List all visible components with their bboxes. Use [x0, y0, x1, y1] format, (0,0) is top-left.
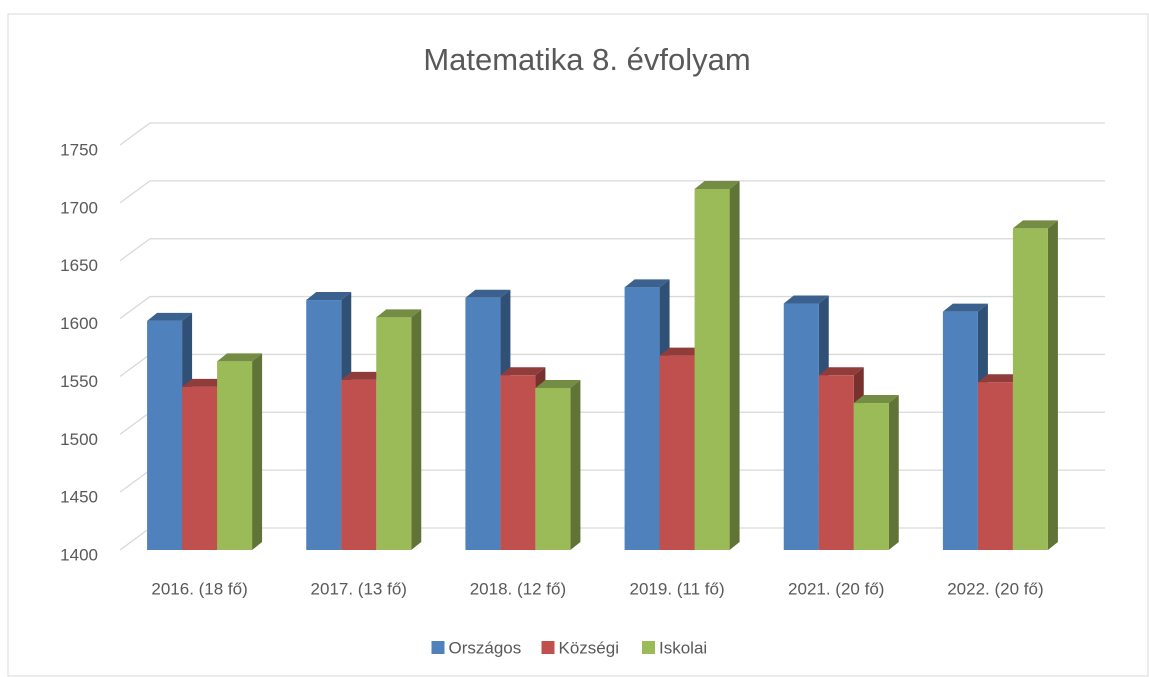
bar-front — [659, 355, 695, 550]
bar-front — [182, 386, 218, 550]
bar-top — [783, 295, 829, 304]
bar — [217, 353, 263, 550]
bar-side — [729, 180, 740, 550]
bar-top — [694, 180, 740, 189]
bar-top — [853, 395, 899, 404]
bar-top — [624, 279, 670, 288]
bar-top — [465, 289, 511, 298]
legend-label: Iskolai — [659, 638, 707, 657]
bar-top — [341, 371, 387, 380]
bar — [376, 309, 422, 550]
y-tick-label: 1550 — [60, 372, 98, 391]
bar-side — [1047, 220, 1058, 551]
bar-front — [783, 303, 819, 550]
y-tick-label: 1600 — [60, 314, 98, 333]
bar-side — [252, 353, 263, 550]
bar-top — [942, 303, 988, 312]
bar-top — [306, 292, 352, 301]
y-tick-label: 1450 — [60, 488, 98, 507]
grid-line — [119, 238, 1105, 262]
chart-title: Matematika 8. évfolyam — [423, 42, 750, 77]
y-tick-label: 1500 — [60, 430, 98, 449]
grid-line — [119, 122, 1105, 146]
legend-swatch — [431, 641, 445, 654]
y-tick-label: 1400 — [60, 545, 98, 564]
bar-top — [182, 378, 228, 387]
y-tick-label: 1700 — [60, 198, 98, 217]
bar — [694, 180, 740, 550]
x-tick-label: 2016. (18 fő) — [151, 579, 247, 598]
bar-top — [147, 312, 193, 321]
legend-swatch — [642, 641, 655, 654]
bar-top — [500, 367, 546, 376]
bar-front — [1012, 228, 1048, 551]
bar-front — [818, 375, 854, 550]
bar-front — [147, 320, 183, 550]
bar-side — [888, 395, 899, 550]
bar-top — [376, 309, 422, 318]
bar-front — [217, 361, 253, 550]
grid-line — [119, 295, 1105, 320]
bar-top — [217, 353, 263, 362]
bar-front — [977, 382, 1013, 550]
bar-front — [376, 317, 412, 550]
bar — [535, 380, 581, 550]
x-tick-label: 2022. (20 fő) — [947, 579, 1043, 598]
bar-top — [818, 367, 864, 376]
bar-front — [535, 388, 571, 550]
bar — [1012, 220, 1058, 551]
x-tick-label: 2017. (13 fő) — [311, 579, 407, 598]
bar-side — [411, 309, 422, 550]
bar-front — [624, 287, 660, 550]
bar-side — [570, 380, 581, 550]
legend-swatch — [541, 641, 555, 654]
bar-top — [1012, 220, 1058, 229]
bar-front — [341, 379, 377, 550]
x-tick-label: 2021. (20 fő) — [788, 579, 884, 598]
bar-front — [465, 297, 501, 550]
bar-top — [535, 380, 581, 388]
legend-label: Községi — [559, 638, 619, 657]
legend-label: Országos — [449, 638, 522, 657]
bar — [853, 395, 899, 550]
x-tick-label: 2019. (11 fő) — [630, 579, 725, 598]
bar-top — [659, 347, 705, 356]
bar-front — [694, 188, 730, 550]
y-tick-label: 1650 — [60, 256, 98, 275]
bar-front — [306, 300, 342, 550]
bar-front — [942, 311, 978, 550]
x-tick-label: 2018. (12 fő) — [470, 579, 566, 598]
y-tick-label: 1750 — [60, 140, 98, 159]
bar-front — [853, 403, 889, 550]
grid-line — [119, 180, 1105, 204]
bar-front — [500, 375, 536, 550]
bar-top — [977, 374, 1023, 383]
